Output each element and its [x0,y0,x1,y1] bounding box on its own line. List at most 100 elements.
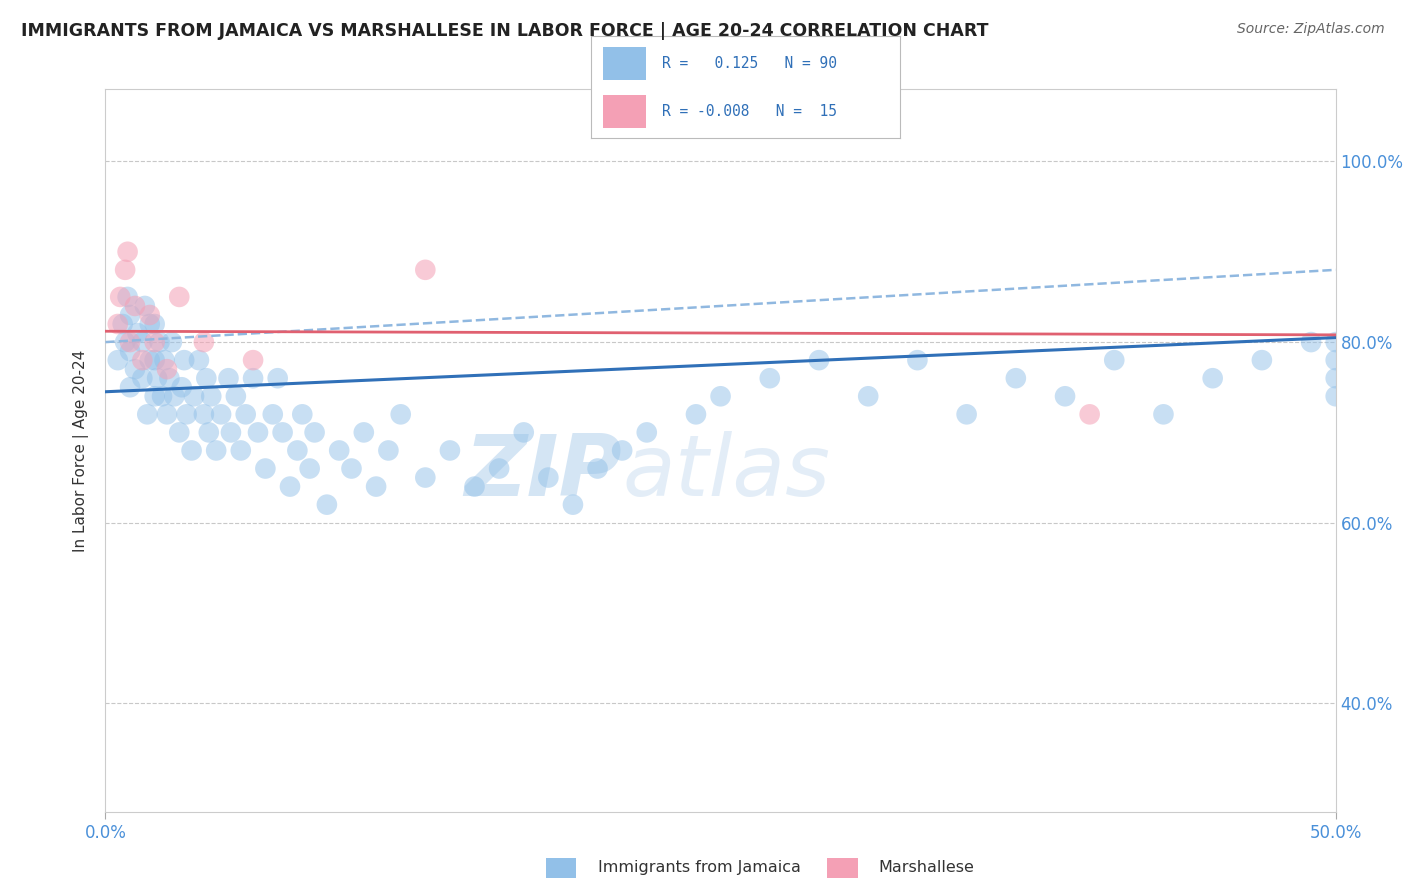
Point [242,371,264,385]
Point [304,425,326,440]
Point [127,326,149,340]
Point [366,480,388,494]
Point [229,443,252,458]
Point [377,443,399,458]
Point [170,380,193,394]
Point [107,353,129,368]
Text: IMMIGRANTS FROM JAMAICA VS MARSHALLESE IN LABOR FORCE | AGE 20-24 CORRELATION CH: IMMIGRANTS FROM JAMAICA VS MARSHALLESE I… [21,22,988,40]
Point [1324,353,1347,368]
Point [315,498,337,512]
Point [225,389,247,403]
Point [138,317,162,331]
Point [169,290,191,304]
Point [710,389,733,403]
Point [262,407,284,422]
Point [114,334,136,349]
Point [143,317,166,331]
Point [188,353,211,368]
Point [193,407,215,422]
Point [160,334,183,349]
Point [143,334,166,349]
Point [328,443,350,458]
Point [205,443,228,458]
Point [183,389,205,403]
Point [415,263,437,277]
Point [200,389,222,403]
Point [120,344,141,359]
Point [759,371,782,385]
Point [117,290,139,304]
Point [117,244,139,259]
Point [209,407,232,422]
Point [107,317,129,331]
Point [235,407,257,422]
Point [136,407,159,422]
Point [1202,371,1225,385]
Point [1324,371,1347,385]
Point [254,461,277,475]
Point [1078,407,1101,422]
Point [298,461,321,475]
Point [120,308,141,322]
Point [111,317,134,331]
Y-axis label: In Labor Force | Age 20-24: In Labor Force | Age 20-24 [73,350,90,551]
Point [636,425,658,440]
Point [956,407,979,422]
Point [562,498,585,512]
Point [124,299,146,313]
Point [156,362,179,376]
Point [439,443,461,458]
Text: Immigrants from Jamaica: Immigrants from Jamaica [598,860,800,874]
Point [197,425,221,440]
Point [159,371,180,385]
Point [242,353,264,368]
Point [143,353,166,368]
Point [138,353,162,368]
Point [153,353,176,368]
Point [176,407,198,422]
Point [180,443,202,458]
Point [1153,407,1175,422]
Point [219,425,242,440]
Point [173,353,195,368]
Point [610,443,633,458]
Text: atlas: atlas [621,431,830,514]
Point [146,371,169,385]
Point [143,389,166,403]
Point [907,353,929,368]
Point [488,461,510,475]
Point [287,443,309,458]
Point [156,407,179,422]
Point [513,425,536,440]
Point [278,480,301,494]
Point [807,353,830,368]
Text: R = -0.008   N =  15: R = -0.008 N = 15 [662,104,837,120]
Point [340,461,363,475]
Point [120,334,141,349]
Text: R =   0.125   N = 90: R = 0.125 N = 90 [662,56,837,70]
Point [218,371,240,385]
Point [110,290,132,304]
Point [114,263,136,277]
Point [150,389,173,403]
Point [415,470,437,484]
Point [138,308,162,322]
Point [131,353,153,368]
Point [163,389,186,403]
Point [271,425,294,440]
Point [464,480,486,494]
Text: Marshallese: Marshallese [879,860,974,874]
Point [267,371,290,385]
Point [134,299,156,313]
Point [1102,353,1125,368]
Point [1324,334,1347,349]
Text: ZIP: ZIP [464,431,621,514]
Point [193,334,215,349]
Point [858,389,880,403]
Point [169,425,191,440]
Point [1251,353,1274,368]
Point [1054,389,1077,403]
Point [1004,371,1026,385]
Point [389,407,412,422]
Text: Source: ZipAtlas.com: Source: ZipAtlas.com [1237,22,1385,37]
